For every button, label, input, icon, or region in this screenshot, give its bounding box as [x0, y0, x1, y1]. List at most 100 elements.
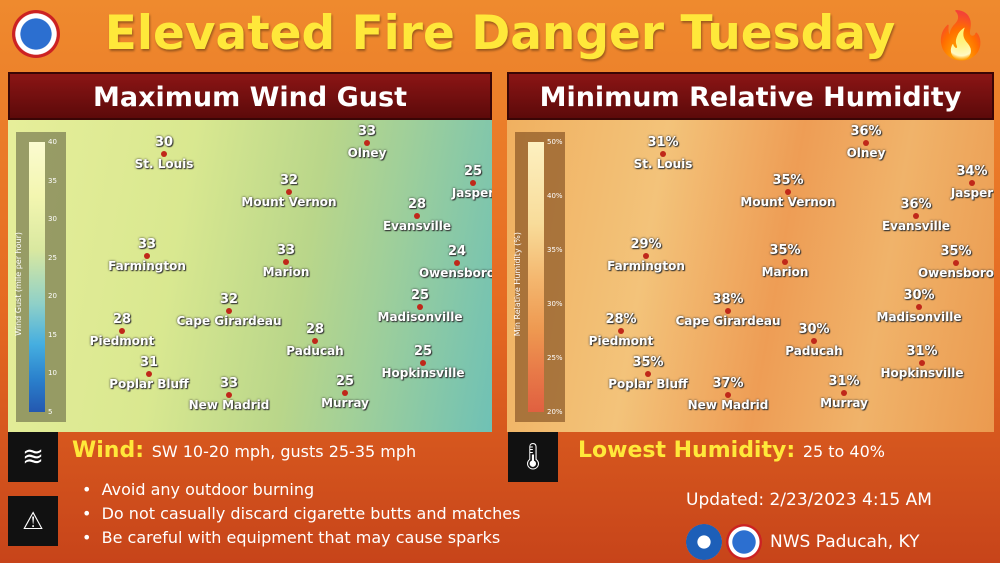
city-value: 28 — [112, 312, 132, 327]
city-value: 37% — [712, 376, 744, 391]
city-name: St. Louis — [134, 157, 194, 171]
city-dot — [863, 140, 869, 146]
city-dot — [643, 253, 649, 259]
fire-warning-icon: ⚠ — [8, 496, 58, 546]
city-dot — [283, 259, 289, 265]
city-value: 24 — [447, 244, 467, 259]
city-value: 29% — [630, 237, 662, 252]
city-name: Mount Vernon — [241, 195, 337, 209]
city-name: Paducah — [785, 344, 843, 358]
city-name: Owensboro — [418, 266, 492, 280]
city-marker: 28 Paducah — [255, 323, 375, 358]
city-name: Cape Girardeau — [675, 314, 781, 328]
city-name: Piedmont — [89, 334, 155, 348]
city-marker: 30 St. Louis — [104, 136, 224, 171]
city-name: St. Louis — [633, 157, 693, 171]
humidity-map: Min Relative Humidity (%) 50% 40% 35% 30% 25… — [507, 120, 994, 432]
city-dot — [645, 371, 651, 377]
city-name: Poplar Bluff — [109, 377, 189, 391]
city-marker: 35% Marion — [725, 244, 845, 279]
city-name: Jasper — [950, 186, 994, 200]
city-dot — [144, 253, 150, 259]
city-marker: 25 Murray — [285, 375, 405, 410]
city-marker: 35% Poplar Bluff — [588, 356, 708, 391]
city-dot — [969, 180, 975, 186]
city-dot — [420, 360, 426, 366]
city-value: 31% — [647, 135, 679, 150]
city-dot — [146, 371, 152, 377]
city-name: Poplar Bluff — [608, 377, 688, 391]
wind-legend-bar — [29, 142, 45, 412]
city-value: 34% — [956, 164, 988, 179]
legend-tick: 20% — [547, 408, 563, 416]
city-dot — [454, 260, 460, 266]
city-dot — [342, 390, 348, 396]
city-dot — [725, 392, 731, 398]
city-marker: 33 Olney — [307, 125, 427, 160]
bullet-item: • Avoid any outdoor burning — [82, 480, 315, 499]
city-dot — [161, 151, 167, 157]
city-dot — [414, 213, 420, 219]
city-marker: 24 Owensboro — [397, 245, 492, 280]
city-value: 32 — [279, 173, 299, 188]
bullet-text: Do not casually discard cigarette butts … — [101, 504, 521, 523]
city-marker: 31% St. Louis — [603, 136, 723, 171]
humidity-label: Lowest Humidity: — [578, 438, 796, 463]
bullet-text: Be careful with equipment that may cause… — [101, 528, 501, 547]
city-value: 31% — [906, 344, 938, 359]
wind-detail: SW 10-20 mph, gusts 25-35 mph — [151, 442, 417, 461]
city-name: Owensboro — [917, 266, 994, 280]
city-marker: 30% Madisonville — [859, 289, 979, 324]
noaa-logo — [686, 524, 722, 560]
legend-tick: 35% — [547, 246, 563, 254]
legend-tick: 25 — [48, 253, 57, 262]
city-marker: 31% Hopkinsville — [862, 345, 982, 380]
city-value: 32 — [219, 292, 239, 307]
city-value: 35% — [632, 355, 664, 370]
city-value: 25 — [410, 288, 430, 303]
city-name: New Madrid — [687, 398, 769, 412]
rh-panel-title: Minimum Relative Humidity — [507, 72, 994, 120]
legend-tick: 10 — [48, 369, 57, 378]
city-dot — [286, 189, 292, 195]
city-dot — [660, 151, 666, 157]
city-value: 30% — [903, 288, 935, 303]
legend-tick: 30% — [547, 300, 563, 308]
city-name: Evansville — [881, 219, 951, 233]
city-value: 30% — [798, 322, 830, 337]
city-dot — [919, 360, 925, 366]
city-value: 35% — [769, 243, 801, 258]
city-value: 33 — [137, 237, 157, 252]
city-marker: 31% Murray — [784, 375, 904, 410]
city-marker: 33 Marion — [226, 244, 346, 279]
city-value: 33 — [276, 243, 296, 258]
humidity-detail: 25 to 40% — [802, 442, 885, 461]
city-name: New Madrid — [188, 398, 270, 412]
city-dot — [913, 213, 919, 219]
wind-legend: Wind Gust (mile per hour) 40 35 30 25 20 15 10… — [14, 132, 66, 422]
legend-tick: 35 — [48, 176, 57, 185]
city-value: 36% — [850, 124, 882, 139]
city-marker: 28% Piedmont — [561, 313, 681, 348]
city-dot — [811, 338, 817, 344]
city-dot — [417, 304, 423, 310]
legend-tick: 5 — [48, 408, 53, 416]
city-value: 33 — [219, 376, 239, 391]
wind-label: Wind: — [72, 438, 145, 463]
thermometer-icon: 🌡 — [508, 432, 558, 482]
city-name: Madisonville — [876, 310, 962, 324]
updated-timestamp: Updated: 2/23/2023 4:15 AM — [686, 490, 932, 510]
legend-tick: 50% — [547, 138, 563, 146]
city-name: Murray — [321, 396, 369, 410]
city-marker: 28 Evansville — [357, 198, 477, 233]
city-marker: 35% Owensboro — [896, 245, 994, 280]
city-marker: 38% Cape Girardeau — [668, 293, 788, 328]
city-value: 30 — [154, 135, 174, 150]
humidity-summary: Lowest Humidity: 25 to 40% — [578, 438, 885, 463]
city-value: 25 — [413, 344, 433, 359]
city-value: 36% — [900, 197, 932, 212]
city-dot — [953, 260, 959, 266]
city-marker: 29% Farmington — [586, 238, 706, 273]
city-dot — [364, 140, 370, 146]
legend-tick: 20 — [48, 292, 57, 301]
